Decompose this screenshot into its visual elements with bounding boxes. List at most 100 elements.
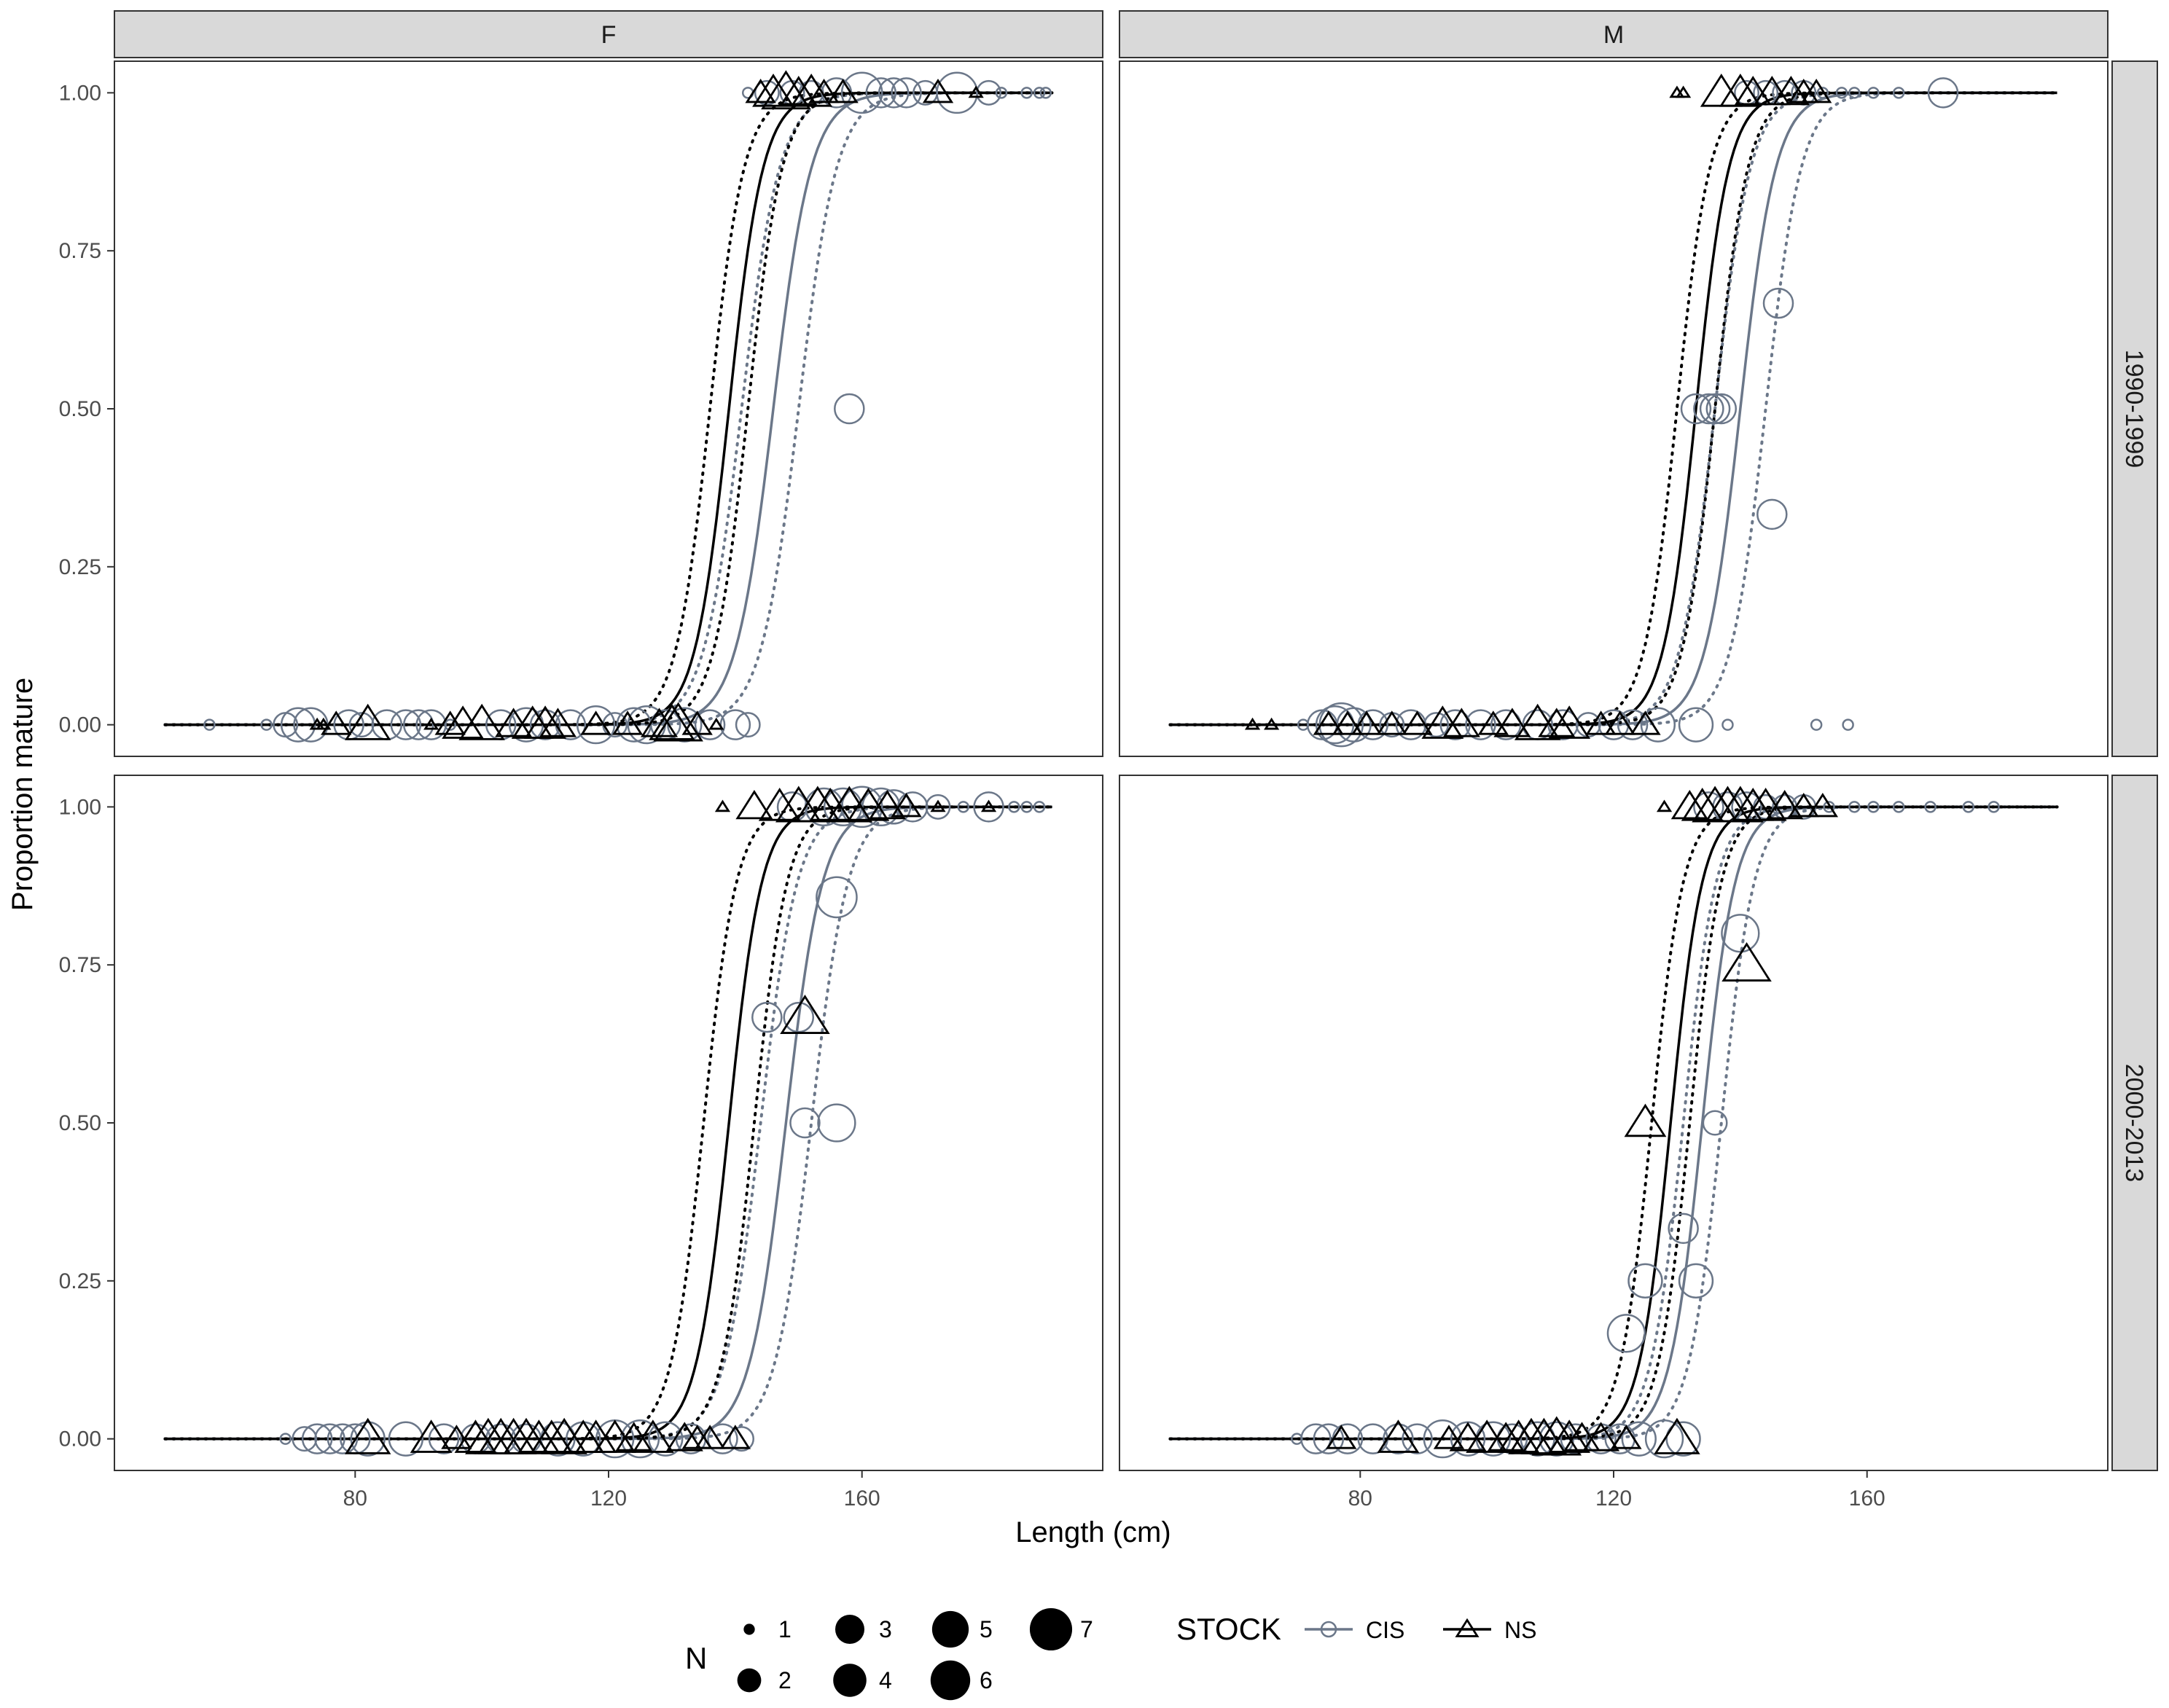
data-point-ns xyxy=(780,995,830,1034)
data-point-cis xyxy=(1816,87,1829,99)
panels-layer: F M 1990-1999 2000-2013 0.00 0.25 0.50 0.75 1.00… xyxy=(59,10,2158,1511)
legend-size-key xyxy=(737,1668,762,1693)
data-point-ns xyxy=(640,708,679,737)
data-point-ns xyxy=(1531,1416,1582,1456)
y-tick-label: 1.00 xyxy=(59,81,101,105)
data-point-cis xyxy=(279,1433,292,1445)
y-tick-label: 0.75 xyxy=(59,239,101,263)
data-point-ns xyxy=(530,1419,573,1453)
data-point-ns xyxy=(665,1422,703,1452)
legend-size-key xyxy=(743,1623,755,1635)
data-point-ns xyxy=(423,717,439,730)
data-point-cis xyxy=(976,79,1001,106)
data-point-cis xyxy=(925,794,951,820)
data-point-cis xyxy=(878,77,910,109)
data-point-cis xyxy=(1892,87,1905,99)
data-point-ns xyxy=(458,703,505,740)
data-point-cis xyxy=(789,1107,821,1139)
data-point-cis xyxy=(350,1421,386,1457)
data-point-cis xyxy=(1867,87,1880,99)
legend-stock-label: CIS xyxy=(1366,1617,1404,1643)
data-point-ns xyxy=(1332,710,1364,735)
panel-background xyxy=(114,775,1103,1470)
data-point-cis xyxy=(301,1423,333,1454)
data-point-cis xyxy=(751,1001,783,1033)
data-point-ns xyxy=(1442,708,1480,737)
data-point-ns xyxy=(580,710,611,735)
data-point-cis xyxy=(1678,707,1714,743)
data-point-ns xyxy=(1351,710,1383,735)
data-point-cis xyxy=(1627,1263,1663,1299)
data-point-ns xyxy=(410,1419,453,1453)
data-point-ns xyxy=(1719,74,1762,107)
data-point-cis xyxy=(1644,1419,1684,1459)
data-point-ns xyxy=(808,78,840,103)
data-point-ns xyxy=(1807,792,1839,818)
facet-strip-col xyxy=(1119,10,2109,58)
data-point-ns xyxy=(1493,708,1531,737)
data-point-ns xyxy=(1477,710,1509,735)
data-point-cis xyxy=(1313,1423,1345,1454)
data-point-cis xyxy=(707,1423,738,1454)
data-point-ns xyxy=(434,710,466,735)
data-point-cis xyxy=(620,1419,660,1459)
data-point-cis xyxy=(1039,87,1052,99)
legend-stock-title: STOCK xyxy=(1176,1612,1281,1646)
fit-line-NS xyxy=(1170,805,2057,1441)
data-point-ns xyxy=(694,1425,726,1449)
data-point-cis xyxy=(1835,87,1848,99)
data-point-ns xyxy=(344,703,391,740)
data-point-cis xyxy=(1033,801,1046,813)
data-point-cis xyxy=(327,1423,359,1454)
legend-size-label: 4 xyxy=(879,1667,892,1693)
data-point-cis xyxy=(1383,1423,1414,1454)
data-point-cis xyxy=(1020,801,1033,813)
data-point-ns xyxy=(1538,708,1576,737)
data-point-ns xyxy=(653,702,703,742)
data-point-ns xyxy=(503,1417,550,1454)
legend-size-label: 2 xyxy=(778,1667,792,1693)
legend-size-key xyxy=(931,1610,969,1648)
panel-M-2000-2013: 80 120 160 xyxy=(1119,775,2109,1511)
legend-size-key xyxy=(833,1664,867,1697)
data-point-ns xyxy=(1676,85,1692,98)
legend-size-key xyxy=(930,1660,971,1701)
data-point-ns xyxy=(1753,76,1791,106)
data-point-ns xyxy=(1582,1422,1620,1452)
data-point-ns xyxy=(681,710,713,735)
legend-stock-label: NS xyxy=(1504,1617,1536,1643)
y-tick-label: 0.25 xyxy=(59,1269,101,1293)
data-point-ns xyxy=(752,74,794,107)
data-point-cis xyxy=(1699,393,1731,425)
data-point-ns xyxy=(539,708,577,737)
panel-border xyxy=(1119,60,2109,757)
data-point-cis xyxy=(1668,1213,1699,1245)
data-point-cis xyxy=(1927,77,1959,109)
y-axis-title: Proportion mature xyxy=(7,678,39,911)
data-point-ns xyxy=(1611,1425,1642,1449)
x-tick-label: 80 xyxy=(343,1486,367,1511)
legend-size-label: 3 xyxy=(879,1616,892,1642)
data-point-cis xyxy=(388,1421,424,1457)
panel-F-2000-2013: 0.00 0.25 0.50 0.75 1.00 80 120 160 xyxy=(59,775,1103,1511)
data-point-ns xyxy=(1624,1103,1667,1137)
x-tick-label: 160 xyxy=(1849,1486,1885,1511)
data-point-ns xyxy=(1548,1419,1591,1453)
data-point-cis xyxy=(1665,1421,1701,1457)
data-point-ns xyxy=(758,788,801,821)
data-point-cis xyxy=(1705,393,1738,425)
data-point-cis xyxy=(444,718,456,731)
data-point-cis xyxy=(1606,1314,1646,1353)
data-point-cis xyxy=(995,87,1008,99)
facet-strip-col-label: M xyxy=(1603,21,1624,49)
data-point-cis xyxy=(1621,1421,1657,1457)
data-point-ns xyxy=(1326,1425,1357,1449)
y-tick-label: 0.00 xyxy=(59,713,101,737)
data-point-ns xyxy=(1548,705,1591,739)
data-point-cis xyxy=(1678,1263,1714,1299)
data-point-cis xyxy=(1848,801,1861,813)
data-point-ns xyxy=(761,70,811,110)
data-point-ns xyxy=(1497,1419,1540,1453)
data-point-cis xyxy=(817,1103,856,1143)
